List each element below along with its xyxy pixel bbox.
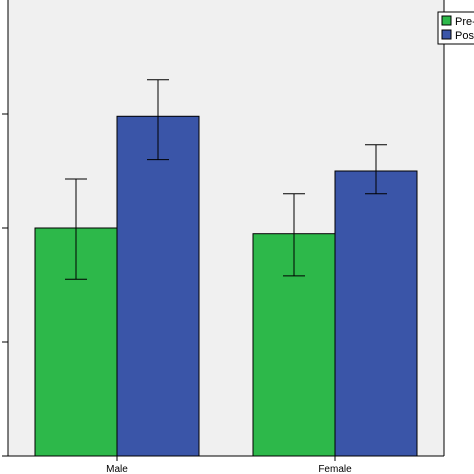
bar [334, 170, 418, 457]
x-tick-labels: Male Female [106, 456, 352, 474]
error-bars-layer [65, 79, 387, 280]
legend-label: Pre- [455, 16, 474, 28]
x-tick-label: Male [106, 464, 128, 474]
legend-swatch [441, 29, 452, 40]
y-ticks [2, 113, 8, 457]
legend: Pre- Post [437, 11, 474, 45]
bar [116, 115, 200, 457]
legend-label: Post [455, 30, 474, 42]
legend-swatch [441, 15, 452, 26]
x-tick-label: Female [318, 464, 352, 474]
